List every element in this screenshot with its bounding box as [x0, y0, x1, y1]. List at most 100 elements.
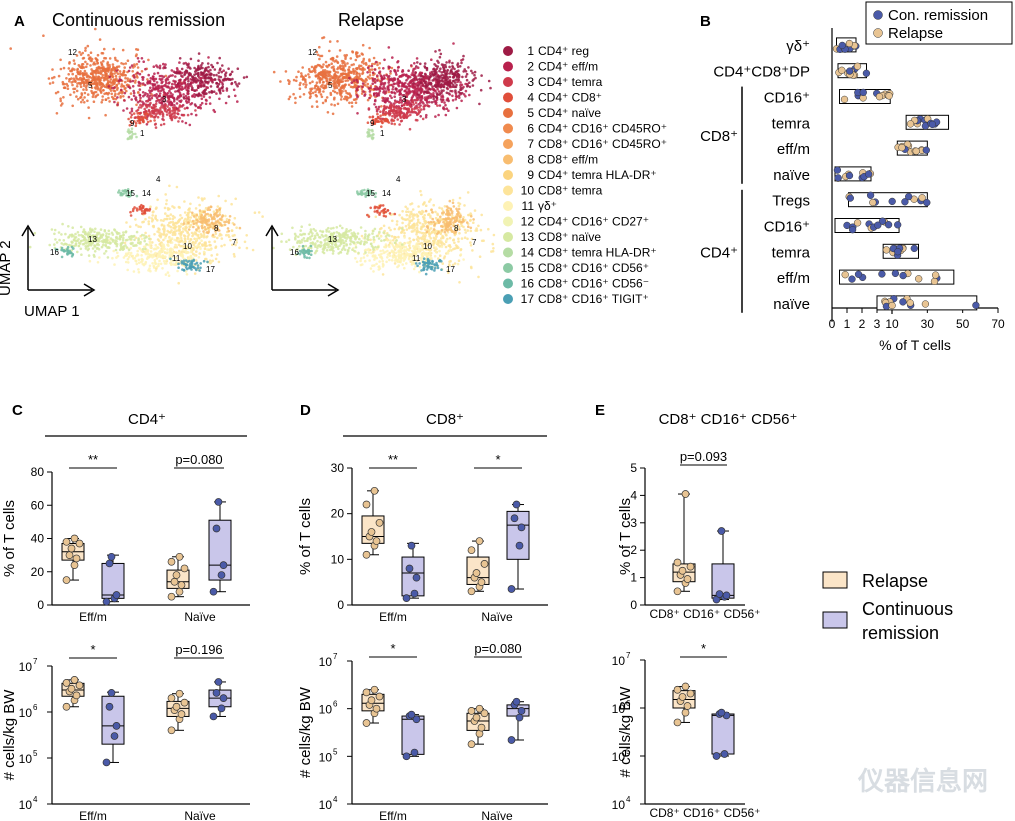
umap-point	[193, 89, 197, 92]
umap-point	[374, 117, 377, 121]
umap-point	[461, 75, 464, 79]
umap-point	[96, 77, 100, 80]
umap-point	[65, 82, 68, 86]
umap-point	[214, 230, 217, 233]
umap-point	[122, 236, 125, 240]
umap-point	[423, 214, 427, 217]
umap-point	[397, 235, 400, 239]
umap-point	[183, 211, 187, 214]
umap-point	[405, 116, 409, 119]
umap-point	[347, 68, 350, 71]
umap-point	[378, 62, 382, 65]
umap-point	[98, 89, 102, 92]
umap-point	[385, 105, 389, 109]
umap-point	[434, 50, 437, 53]
umap-point	[411, 71, 415, 74]
umap-point	[429, 216, 432, 219]
umap-point	[83, 96, 86, 99]
umap-point	[177, 262, 180, 266]
umap-point	[224, 214, 227, 218]
umap-point	[142, 102, 146, 105]
umap-point	[102, 84, 106, 87]
umap-point	[104, 113, 107, 117]
umap-point	[257, 211, 261, 214]
umap-point	[415, 242, 419, 245]
umap-point	[183, 200, 186, 203]
umap-point	[141, 220, 144, 224]
umap-point	[135, 62, 139, 66]
umap-point	[100, 236, 104, 239]
umap-point	[163, 100, 166, 103]
umap-point	[405, 79, 408, 82]
umap-point	[382, 224, 386, 228]
panel-a-title-right: Relapse	[338, 10, 404, 30]
umap-point	[428, 253, 431, 256]
umap-point	[107, 246, 110, 249]
umap-point	[216, 219, 220, 222]
umap-point	[209, 85, 213, 88]
umap-point	[122, 233, 125, 237]
umap-point	[438, 83, 442, 87]
umap-point	[344, 95, 347, 99]
umap-point	[410, 107, 414, 111]
umap-point	[340, 95, 343, 98]
umap-point	[425, 90, 428, 93]
umap-point	[417, 111, 421, 114]
umap-point	[403, 248, 406, 252]
umap-point	[197, 59, 200, 62]
umap-point	[69, 93, 72, 97]
umap-point	[352, 63, 356, 66]
umap-point	[336, 102, 340, 106]
umap-point	[186, 231, 189, 234]
umap-point	[143, 239, 146, 243]
umap-point	[232, 88, 236, 92]
umap-point	[479, 88, 483, 92]
umap-point	[158, 74, 162, 78]
umap-point	[389, 228, 392, 232]
umap-point	[154, 262, 157, 265]
umap-point	[349, 95, 352, 99]
umap-point	[448, 263, 451, 266]
umap-point	[114, 97, 118, 101]
umap-point	[156, 71, 160, 75]
umap-point	[176, 269, 179, 273]
umap-point	[62, 66, 66, 70]
umap-point	[381, 77, 385, 81]
umap-point	[453, 262, 457, 265]
umap-point	[225, 89, 229, 92]
umap-point	[178, 116, 181, 120]
umap-point	[304, 79, 307, 82]
umap-point	[433, 77, 436, 80]
umap-point	[168, 248, 172, 251]
umap-point	[157, 255, 161, 258]
umap-point	[133, 206, 136, 209]
umap-point	[368, 77, 371, 80]
umap-point	[170, 263, 173, 267]
umap-point	[150, 109, 154, 113]
umap-point	[412, 69, 415, 72]
umap-point	[171, 205, 174, 208]
umap-point	[207, 226, 210, 230]
umap-point	[380, 125, 383, 128]
umap-point	[300, 72, 303, 75]
umap-point	[194, 113, 198, 117]
umap-point	[436, 87, 439, 91]
umap-point	[361, 66, 365, 70]
umap-point	[458, 91, 462, 95]
umap-point	[140, 254, 143, 257]
umap-point	[98, 256, 101, 259]
umap-point	[173, 233, 177, 236]
umap-point	[182, 222, 186, 225]
umap-point	[157, 246, 160, 250]
umap-point	[193, 66, 196, 70]
umap-point	[131, 209, 135, 213]
umap-point	[390, 259, 394, 262]
umap-point	[315, 50, 319, 54]
umap-point	[190, 268, 193, 271]
umap-point	[451, 263, 455, 267]
umap-point	[401, 74, 405, 77]
umap-point	[309, 87, 312, 91]
umap-point	[437, 75, 441, 78]
umap-point	[388, 245, 391, 248]
